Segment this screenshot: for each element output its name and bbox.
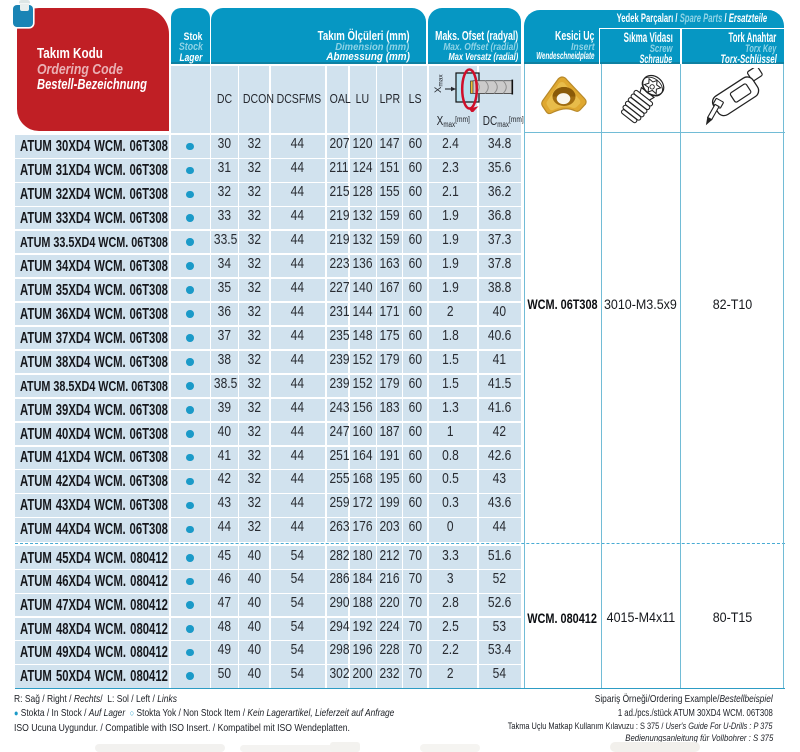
svg-text:Xmax: Xmax (433, 74, 445, 93)
